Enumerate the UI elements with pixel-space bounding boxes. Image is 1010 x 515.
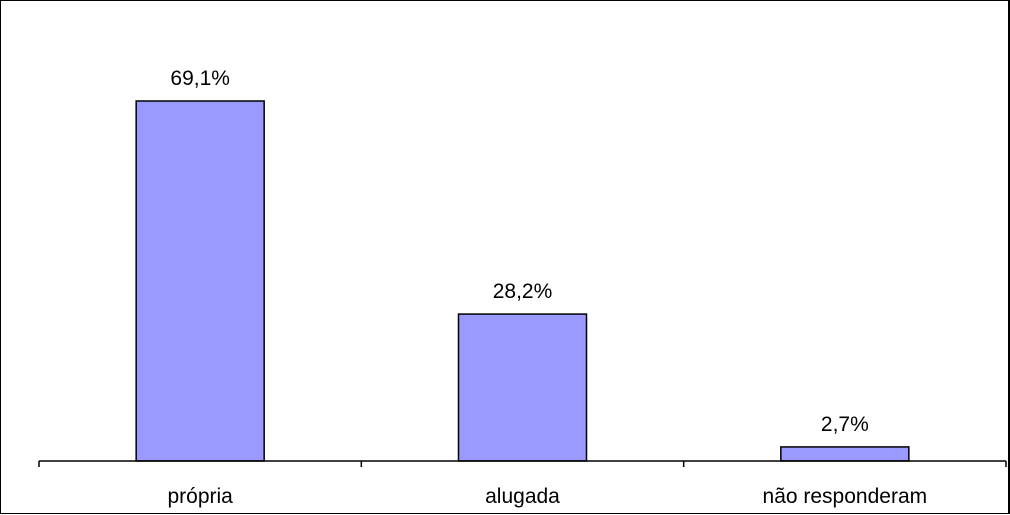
x-tick-labels-layer: própria alugada não responderam [167,485,927,508]
x-tick-label: alugada [485,485,560,508]
bars-layer [135,100,910,462]
data-label: 28,2% [493,280,553,303]
bar [780,446,910,462]
bar [457,313,588,462]
x-tick-label: própria [167,485,233,508]
x-axis-ticks [38,461,1007,467]
x-tick-label: não responderam [763,485,928,508]
data-labels-layer: 69,1% 28,2% 2,7% [170,67,868,436]
bar [135,100,265,462]
data-label: 69,1% [170,67,230,90]
data-label: 2,7% [821,413,869,436]
